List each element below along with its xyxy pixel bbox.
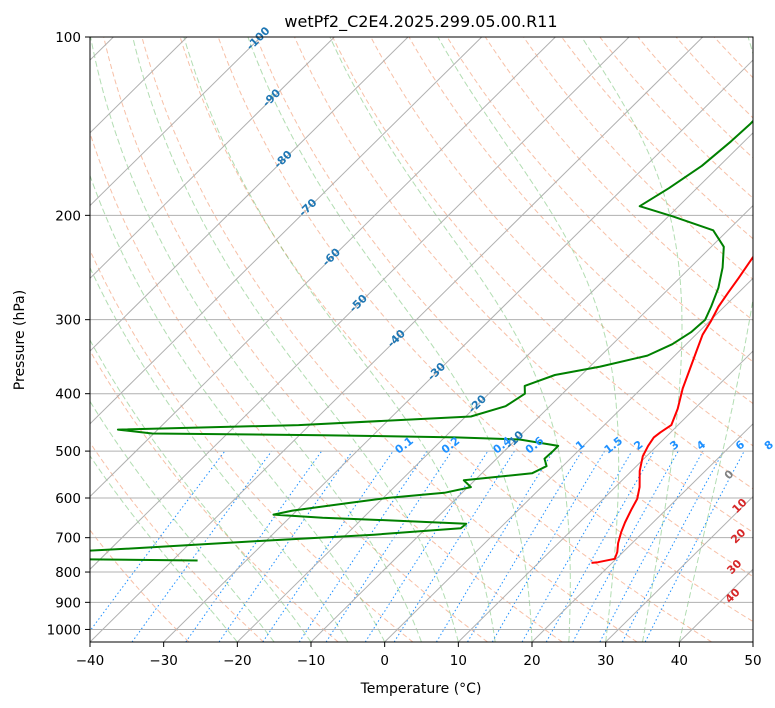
mixing-ratio-line — [298, 450, 428, 642]
x-tick-label: 50 — [744, 653, 761, 669]
isotherm-line — [457, 350, 753, 642]
y-tick-label: 400 — [55, 387, 81, 403]
y-tick-label: 300 — [55, 313, 81, 329]
x-tick-label: 30 — [597, 653, 614, 669]
moist-adiabat-line — [437, 37, 620, 642]
sounding-traces — [90, 119, 753, 564]
isotherm-line — [90, 37, 335, 280]
x-axis-label: Temperature (°C) — [360, 681, 482, 697]
dry-adiabat-line — [217, 37, 753, 623]
dry-adiabat-line — [179, 37, 712, 642]
mixing-ratio-line — [545, 450, 655, 642]
dry-adiabat-line — [523, 37, 753, 280]
isotherm-line — [531, 423, 753, 642]
moist-adiabat-line — [90, 173, 386, 642]
chart-title: wetPf2_C2E4.2025.299.05.00.R11 — [284, 12, 557, 32]
dry-adiabat-line — [255, 37, 753, 578]
isotherm-line — [90, 37, 704, 642]
isotherm-line — [90, 37, 409, 352]
mixing-ratio-line — [364, 450, 489, 642]
mixing-ratio-line — [131, 450, 273, 642]
dry-adiabat-line — [141, 37, 638, 642]
y-tick-label: 600 — [55, 491, 81, 507]
moist-adiabat-line — [329, 37, 571, 642]
moist-adiabat-line — [678, 37, 753, 642]
moist-adiabat-line — [90, 455, 238, 642]
temperature-trace — [591, 255, 753, 564]
mixing-ratio-line — [572, 450, 679, 642]
dry-adiabat-line — [294, 37, 753, 533]
y-tick-label: 1000 — [47, 622, 81, 638]
x-tick-label: −20 — [223, 653, 252, 669]
isotherm-line — [384, 277, 753, 642]
dry-adiabat-line — [408, 37, 753, 405]
dry-adiabat-line — [370, 37, 753, 447]
dry-adiabat-line — [446, 37, 753, 363]
y-axis: 100 200 300 400 500 600 700 800 900 1000 — [47, 30, 90, 638]
mixing-ratio-line — [90, 450, 226, 632]
moist-adiabat-line — [132, 37, 459, 642]
x-tick-label: −40 — [76, 653, 105, 669]
dry-adiabat-line — [332, 37, 753, 490]
dry-adiabat-line — [90, 131, 488, 642]
y-tick-label: 800 — [55, 565, 81, 581]
x-tick-label: 10 — [450, 653, 467, 669]
plot-frame — [89, 36, 754, 643]
y-tick-label: 200 — [55, 208, 81, 224]
dry-adiabat-line — [561, 37, 753, 240]
moist-adiabat-line — [90, 400, 275, 642]
dry-adiabat-line — [90, 441, 264, 642]
x-tick-label: −10 — [297, 653, 326, 669]
isotherm-line — [90, 37, 630, 570]
dry-adiabat-line — [103, 37, 563, 642]
grid-lines — [90, 37, 753, 642]
isotherm-line — [605, 495, 753, 642]
y-tick-label: 900 — [55, 595, 81, 611]
isotherm-line — [90, 37, 262, 207]
isotherm-line — [310, 204, 753, 642]
x-tick-label: −30 — [149, 653, 178, 669]
isotherm-line — [236, 132, 753, 642]
x-tick-label: 0 — [380, 653, 389, 669]
moist-adiabat-line — [183, 37, 496, 642]
dry-adiabat-line — [90, 249, 414, 642]
x-axis: −40 −30 −20 −10 0 10 20 30 40 50 — [76, 642, 762, 669]
mixing-ratio-line — [185, 450, 323, 642]
moist-adiabat-line — [90, 37, 422, 642]
mixing-ratio-line — [435, 450, 554, 642]
x-tick-label: 20 — [523, 653, 540, 669]
y-tick-label: 700 — [55, 531, 81, 547]
dewpoint-trace — [90, 119, 753, 562]
y-tick-label: 100 — [55, 30, 81, 46]
y-axis-label: Pressure (hPa) — [12, 290, 28, 390]
mixing-ratio-line — [218, 450, 353, 642]
mixing-ratio-line — [599, 450, 704, 642]
moist-adiabat-line — [247, 37, 533, 642]
isotherm-line — [90, 37, 556, 498]
mixing-ratio-line — [262, 450, 394, 642]
moist-adiabat-line — [581, 37, 683, 642]
moist-adiabat-line — [90, 266, 349, 642]
y-tick-label: 500 — [55, 444, 81, 460]
dry-adiabat-line — [637, 37, 753, 159]
isotherm-line — [90, 37, 483, 425]
background-lines — [90, 37, 753, 642]
x-tick-label: 40 — [671, 653, 688, 669]
